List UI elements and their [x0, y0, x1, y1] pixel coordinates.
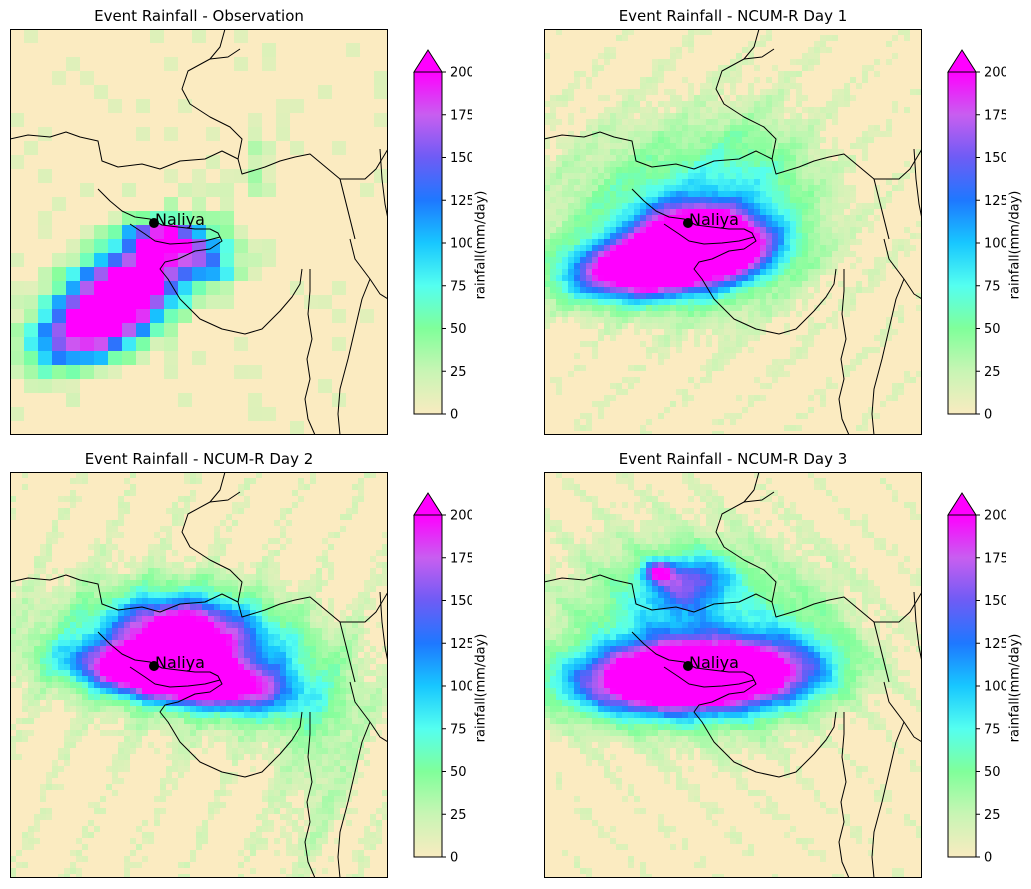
colorbar-day1: 0 25 50 75 100 125 150 175 200 [947, 49, 1006, 423]
colorbar-tick-label: 50 [984, 322, 1001, 337]
colorbar-tick-label: 0 [450, 408, 458, 423]
panel-title-day2: Event Rainfall - NCUM-R Day 2 [84, 450, 314, 468]
panel-title-observation: Event Rainfall - Observation [94, 7, 304, 25]
colorbar-tick-label: 50 [450, 322, 467, 337]
colorbar-tick-label: 25 [450, 808, 467, 823]
colorbar-tick-label: 200 [984, 509, 1006, 524]
colorbar-tick-label: 150 [450, 151, 472, 166]
colorbar-label-day2: rainfall(mm/day) [473, 633, 489, 743]
colorbar-tick-label: 100 [984, 680, 1006, 695]
colorbar-observation: 0 25 50 75 100 125 150 175 200 [413, 49, 472, 423]
rainfall-map-day1: Naliya [544, 29, 922, 435]
colorbar-tick-label: 200 [984, 66, 1006, 81]
colorbar-tick-label: 175 [450, 551, 472, 566]
panel-title-day3: Event Rainfall - NCUM-R Day 3 [618, 450, 848, 468]
colorbar-tick-label: 150 [984, 594, 1006, 609]
rainfall-map-day3: Naliya [544, 472, 922, 878]
colorbar-tick-label: 25 [450, 365, 467, 380]
colorbar-tick-label: 100 [450, 680, 472, 695]
colorbar-tick-label: 125 [450, 194, 472, 209]
colorbar-tick-label: 125 [984, 194, 1006, 209]
colorbar-tick-label: 0 [450, 851, 458, 866]
colorbar-tick-label: 25 [984, 365, 1001, 380]
colorbar-tick-label: 175 [450, 108, 472, 123]
colorbar-tick-label: 100 [984, 237, 1006, 252]
colorbar-tick-label: 50 [450, 765, 467, 780]
colorbar-tick-label: 75 [984, 722, 1001, 737]
colorbar-tick-label: 75 [450, 279, 467, 294]
colorbar-tick-label: 125 [984, 637, 1006, 652]
colorbar-tick-label: 25 [984, 808, 1001, 823]
colorbar-day3: 0 25 50 75 100 125 150 175 200 [947, 492, 1006, 866]
colorbar-tick-label: 175 [984, 551, 1006, 566]
panel-title-day1: Event Rainfall - NCUM-R Day 1 [618, 7, 848, 25]
colorbar-tick-label: 150 [984, 151, 1006, 166]
colorbar-tick-label: 175 [984, 108, 1006, 123]
rainfall-map-day2: Naliya [10, 472, 388, 878]
colorbar-tick-label: 0 [984, 851, 992, 866]
colorbar-tick-label: 100 [450, 237, 472, 252]
colorbar-day2: 0 25 50 75 100 125 150 175 200 [413, 492, 472, 866]
colorbar-tick-label: 125 [450, 637, 472, 652]
rainfall-map-observation: Naliya [10, 29, 388, 435]
colorbar-tick-label: 200 [450, 509, 472, 524]
location-label-naliya: Naliya [689, 210, 739, 229]
location-label-naliya: Naliya [689, 653, 739, 672]
colorbar-tick-label: 0 [984, 408, 992, 423]
colorbar-label-day1: rainfall(mm/day) [1007, 190, 1023, 300]
colorbar-label-observation: rainfall(mm/day) [473, 190, 489, 300]
colorbar-tick-label: 75 [984, 279, 1001, 294]
location-label-naliya: Naliya [155, 653, 205, 672]
location-label-naliya: Naliya [155, 210, 205, 229]
colorbar-tick-label: 50 [984, 765, 1001, 780]
colorbar-label-day3: rainfall(mm/day) [1007, 633, 1023, 743]
colorbar-tick-label: 150 [450, 594, 472, 609]
colorbar-tick-label: 75 [450, 722, 467, 737]
colorbar-tick-label: 200 [450, 66, 472, 81]
